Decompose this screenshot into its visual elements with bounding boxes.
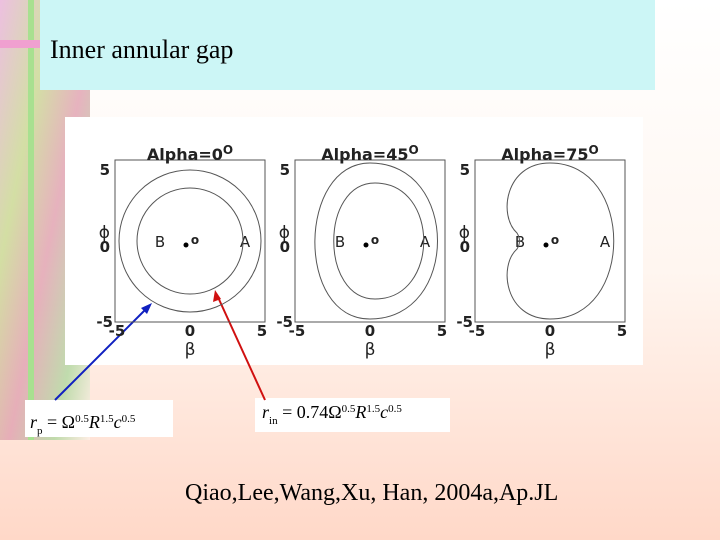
- formula-part: 0.5: [75, 413, 89, 425]
- x-axis-label: β: [545, 340, 556, 360]
- point-label: A: [240, 233, 251, 251]
- decor-bar: [28, 0, 34, 440]
- y-tick-label: 5: [460, 161, 470, 179]
- formula: rp = Ω0.5R1.5c0.5: [30, 412, 136, 437]
- x-axis-label: β: [365, 340, 376, 360]
- point-label: B: [515, 233, 525, 251]
- formula-box: [255, 398, 450, 432]
- formula-box: [25, 400, 173, 437]
- plot-frame: [474, 159, 626, 323]
- inner-boundary: [136, 187, 244, 295]
- formula-part: 1.5: [366, 403, 380, 415]
- formula-part: c: [380, 402, 388, 422]
- formula-part: 0.5: [342, 403, 356, 415]
- degree-mark: O: [223, 143, 233, 157]
- formula-part: r: [30, 412, 38, 432]
- degree-mark: O: [588, 143, 598, 157]
- y-tick-label: 0: [460, 238, 470, 256]
- x-tick-label: 0: [185, 322, 195, 340]
- decor-bar: [0, 40, 40, 48]
- y-tick-label: 5: [100, 161, 110, 179]
- point-label: B: [335, 233, 345, 251]
- center-dot: [543, 242, 549, 248]
- center-dot: [183, 242, 189, 248]
- plot-frame: [114, 159, 266, 323]
- x-tick-label: 0: [365, 322, 375, 340]
- formula-part: Ω: [62, 412, 75, 432]
- y-tick-label: -5: [456, 313, 473, 331]
- point-label: B: [155, 233, 165, 251]
- formula-part: =: [278, 402, 297, 422]
- outer-boundary: [314, 162, 438, 320]
- panel-title: Alpha=0O: [147, 143, 233, 164]
- y-axis-label: ϕ: [279, 223, 290, 243]
- degree-mark: O: [408, 143, 418, 157]
- x-tick-label: -5: [289, 322, 306, 340]
- formula-part: 0.5: [122, 413, 136, 425]
- formula-part: R: [88, 412, 100, 432]
- formula-part: c: [114, 412, 122, 432]
- x-axis-label: β: [185, 340, 196, 360]
- point-label: A: [420, 233, 431, 251]
- formula-part: p: [37, 425, 43, 437]
- arrow-head: [213, 290, 221, 302]
- y-tick-label: 0: [100, 238, 110, 256]
- figure-box: [65, 117, 643, 365]
- center-mark: o: [191, 233, 199, 247]
- formula-part: 1.5: [100, 413, 114, 425]
- arrow-head: [141, 303, 152, 314]
- citation: Qiao,Lee,Wang,Xu, Han, 2004a,Ap.JL: [185, 480, 558, 506]
- y-tick-label: 5: [280, 161, 290, 179]
- formula-part: =: [43, 412, 62, 432]
- y-tick-label: 0: [280, 238, 290, 256]
- x-tick-label: 5: [617, 322, 627, 340]
- center-dot: [363, 242, 369, 248]
- slide-title: Inner annular gap: [50, 35, 233, 64]
- panel-title: Alpha=45O: [321, 143, 418, 164]
- center-mark: o: [551, 233, 559, 247]
- formula-part: r: [262, 402, 270, 422]
- center-mark: o: [371, 233, 379, 247]
- plot-frame: [294, 159, 446, 323]
- formula: rin = 0.74Ω0.5R1.5c0.5: [262, 402, 402, 427]
- x-tick-label: 5: [257, 322, 267, 340]
- y-tick-label: -5: [96, 313, 113, 331]
- point-label: A: [600, 233, 611, 251]
- panel-title-text: Alpha=75: [501, 145, 588, 164]
- formula-part: R: [354, 402, 366, 422]
- panel-title-text: Alpha=45: [321, 145, 408, 164]
- title-box: [40, 0, 655, 90]
- outer-boundary: [506, 162, 615, 320]
- y-axis-label: ϕ: [459, 223, 470, 243]
- panel-title-text: Alpha=0: [147, 145, 223, 164]
- panel-title: Alpha=75O: [501, 143, 598, 164]
- y-tick-label: -5: [276, 313, 293, 331]
- formula-part: 0.5: [388, 403, 402, 415]
- x-tick-label: -5: [109, 322, 126, 340]
- arrow: [216, 294, 266, 401]
- y-axis-label: ϕ: [99, 223, 110, 243]
- x-tick-label: -5: [469, 322, 486, 340]
- outer-boundary: [118, 169, 262, 313]
- inner-boundary: [333, 182, 425, 300]
- x-tick-label: 5: [437, 322, 447, 340]
- formula-part: 0.74Ω: [297, 402, 342, 422]
- x-tick-label: 0: [545, 322, 555, 340]
- formula-part: in: [269, 415, 278, 427]
